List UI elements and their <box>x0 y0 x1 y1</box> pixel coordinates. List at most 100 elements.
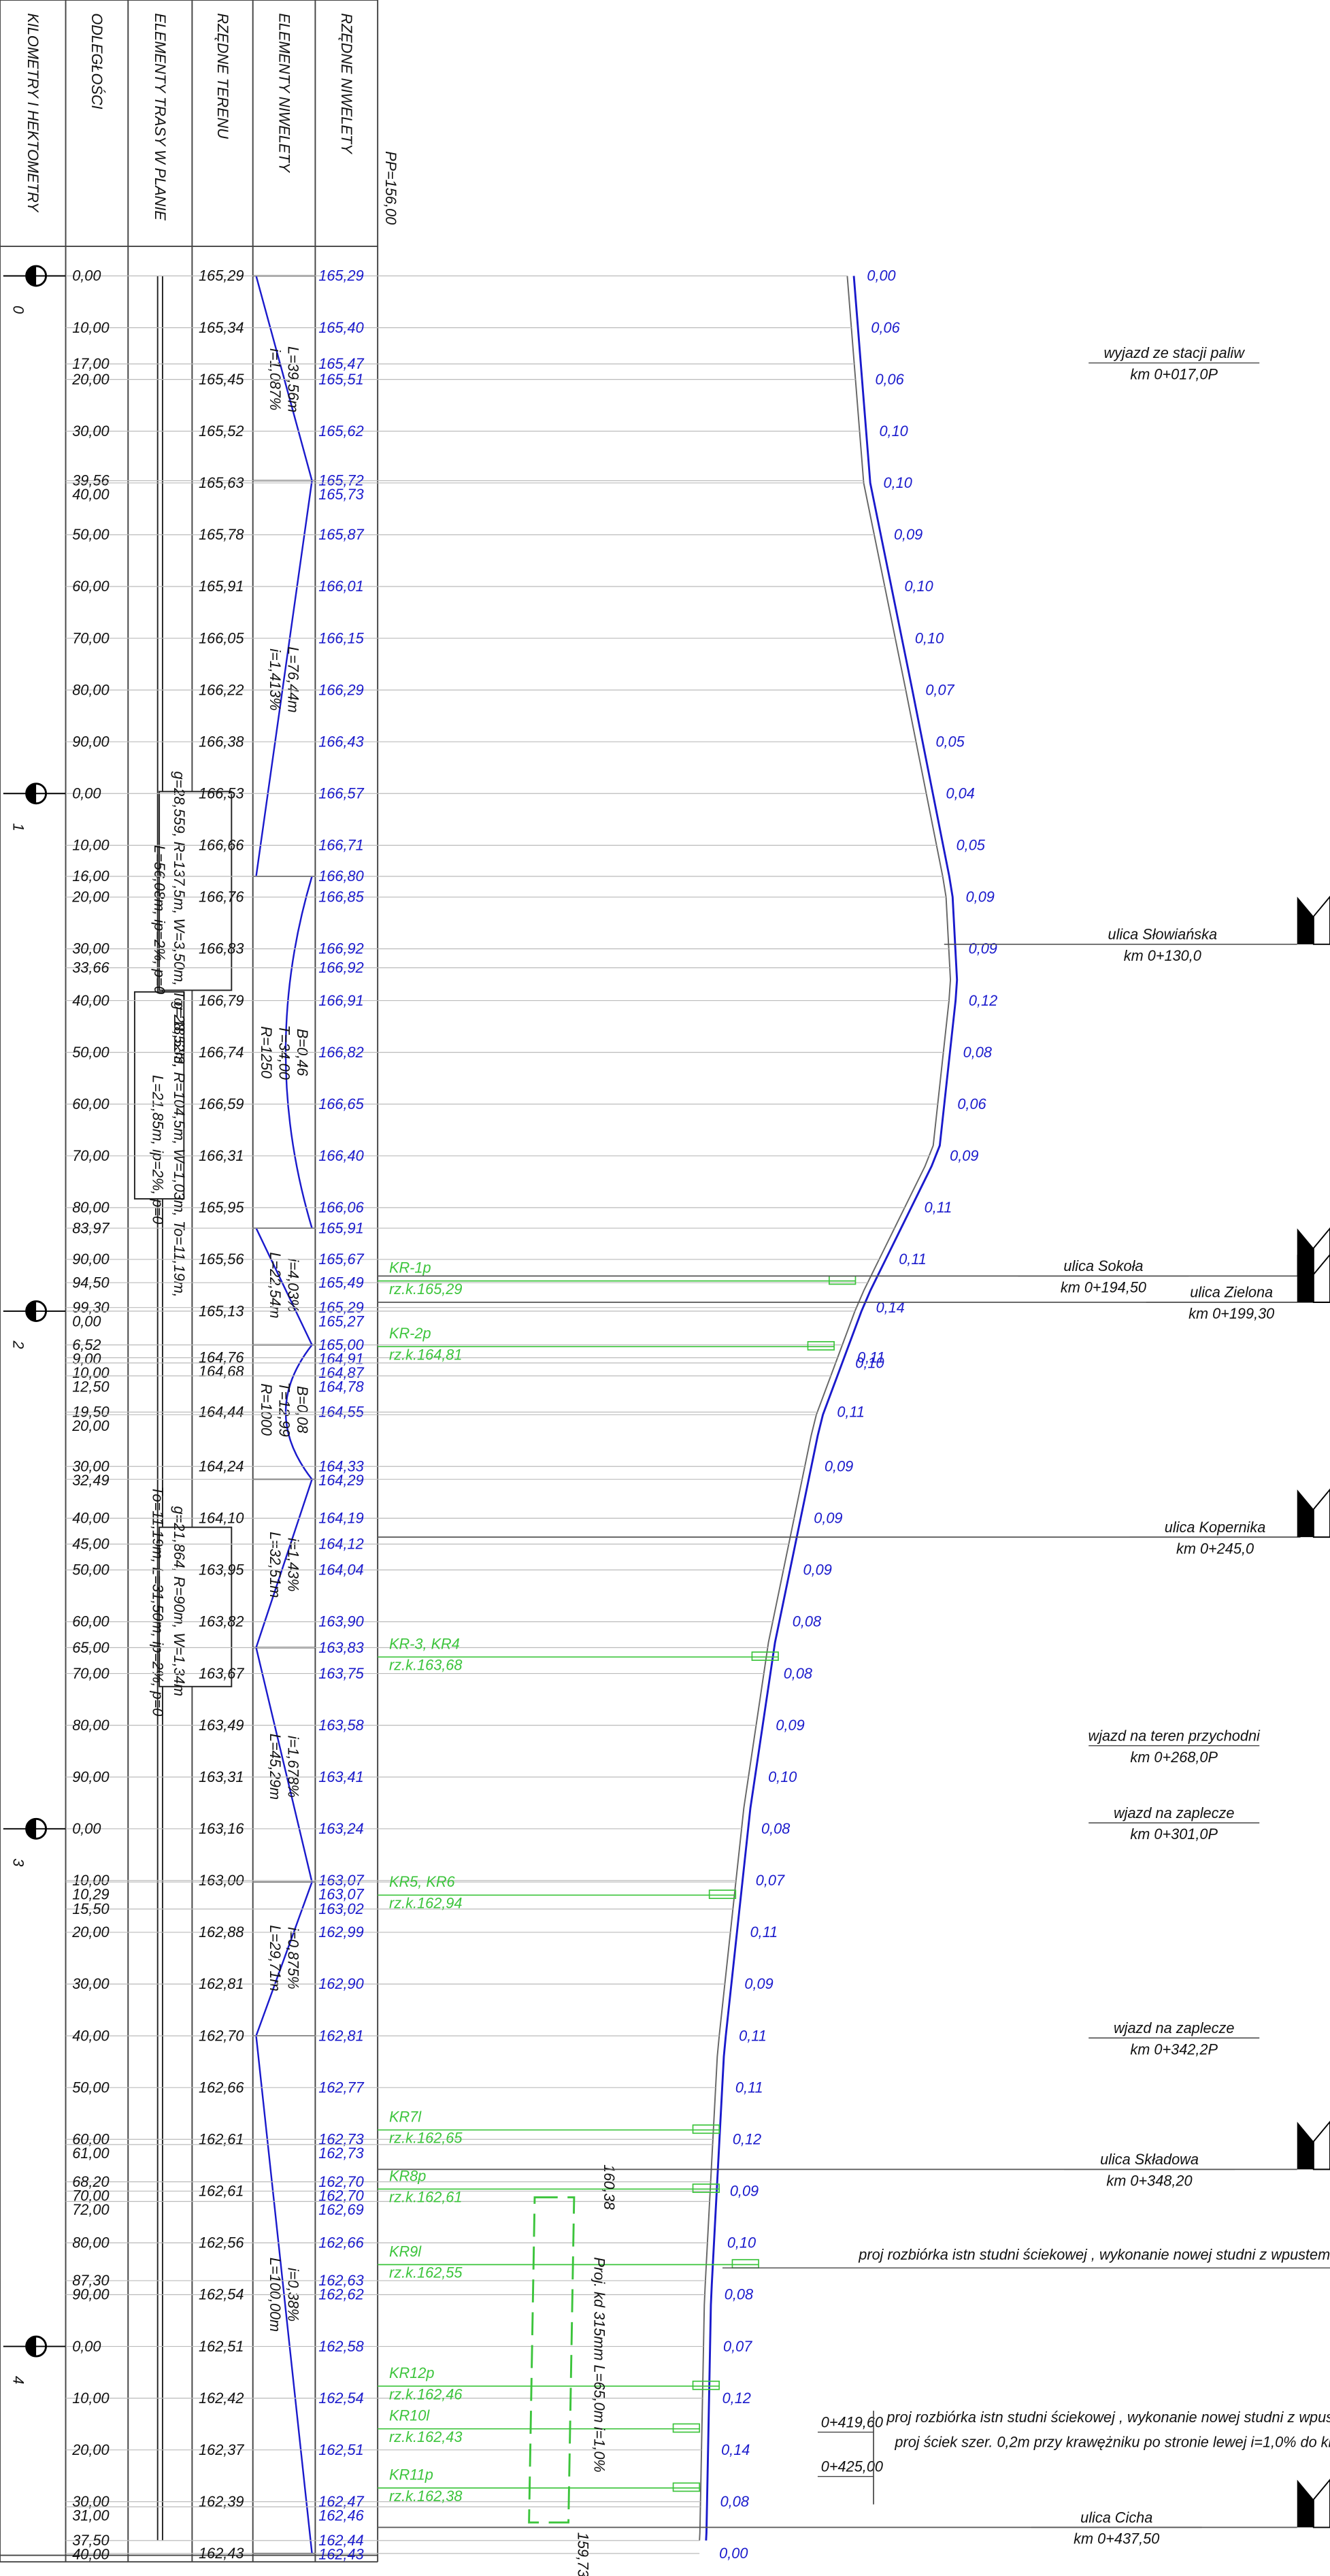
terrain-level: 166,31 <box>199 1147 244 1164</box>
distance: 50,00 <box>72 526 109 543</box>
crossing-km: km 0+194,50 <box>1061 1279 1146 1296</box>
grade-level: 163,90 <box>318 1613 363 1630</box>
grade-level: 162,62 <box>318 2286 363 2303</box>
grade-level: 166,57 <box>318 785 364 802</box>
distance: 45,00 <box>72 1536 109 1553</box>
terrain-level: 166,83 <box>199 940 244 957</box>
terrain-level: 163,49 <box>199 1717 244 1734</box>
distance: 20,00 <box>71 1417 109 1434</box>
terrain-level: 162,88 <box>199 1923 244 1941</box>
distance: 90,00 <box>72 733 109 750</box>
inlet-level: rz.k.164,81 <box>389 1346 462 1363</box>
terrain-level: 162,56 <box>199 2234 244 2251</box>
grade-level: 164,04 <box>318 1562 363 1579</box>
crossing-name: ulica Cicha <box>1080 2509 1152 2526</box>
inlet-level: rz.k.162,46 <box>389 2385 463 2402</box>
grade-element: L=29,71m <box>267 1925 284 1991</box>
distance: 20,00 <box>71 1923 109 1941</box>
distance: 30,00 <box>72 940 109 957</box>
terrain-level: 165,63 <box>199 474 244 491</box>
plan-element: g=21,864, R=90m, W=1,34m <box>171 1506 188 1697</box>
level-difference: 0,08 <box>963 1044 992 1061</box>
terrain-level: 166,76 <box>199 889 244 906</box>
terrain-level: 162,81 <box>199 1975 244 1992</box>
hectometer: 1 <box>10 823 27 831</box>
level-difference: 0,11 <box>735 2079 763 2096</box>
hectometer: 3 <box>10 1858 27 1866</box>
grade-element: i=1,678% <box>285 1736 302 1798</box>
terrain-level: 162,61 <box>199 2130 244 2147</box>
grade-level: 165,51 <box>318 371 363 388</box>
distance: 80,00 <box>72 1717 109 1734</box>
level-difference: 0,09 <box>825 1458 853 1475</box>
inlet-level: rz.k.165,29 <box>389 1281 462 1298</box>
distance: 40,00 <box>72 486 109 503</box>
level-difference: 0,08 <box>784 1665 812 1682</box>
inlet-level: rz.k.162,38 <box>389 2488 462 2505</box>
level-difference: 0,10 <box>727 2234 756 2251</box>
distance: 0,00 <box>72 2338 101 2355</box>
crossing-name: ulica Słowiańska <box>1108 926 1218 943</box>
distance: 0,00 <box>72 1820 101 1837</box>
terrain-level: 166,66 <box>199 837 244 854</box>
distance: 40,00 <box>72 2027 109 2044</box>
level-difference: 0,12 <box>722 2390 751 2407</box>
distance: 80,00 <box>72 1199 109 1216</box>
terrain-level: 166,74 <box>199 1044 244 1061</box>
level-difference: 0,10 <box>884 474 912 491</box>
inlet-level: rz.k.162,61 <box>389 2189 462 2206</box>
crossing-km: km 0+017,0P <box>1130 366 1218 383</box>
terrain-level: 162,42 <box>199 2390 244 2407</box>
grade-element: L=76,44m <box>285 646 302 712</box>
crossing-km: km 0+437,50 <box>1074 2530 1159 2547</box>
grade-level: 162,51 <box>318 2441 363 2458</box>
grade-level: 165,40 <box>318 319 363 336</box>
plan-element: g=18,533, R=104,5m, W=1,03m, To=11,19m, <box>171 1002 188 1298</box>
terrain-level: 165,95 <box>199 1199 244 1216</box>
distance: 80,00 <box>72 2234 109 2251</box>
terrain-level: 163,16 <box>199 1820 244 1837</box>
grade-level: 166,92 <box>318 940 363 957</box>
crossing-name: wyjazd ze stacji paliw <box>1104 344 1246 361</box>
grade-level: 163,41 <box>318 1768 363 1785</box>
note: proj rozbiórka istn studni ściekowej , w… <box>886 2409 1330 2426</box>
terrain-level: 163,82 <box>199 1613 244 1630</box>
terrain-level: 166,53 <box>199 785 244 802</box>
column-header: ELEMENTY TRASY W PLANIE <box>152 13 169 220</box>
inlet-name: KR-3, KR4 <box>389 1635 460 1652</box>
grade-level: 162,46 <box>318 2507 364 2524</box>
level-difference: 0,09 <box>776 1717 804 1734</box>
level-difference: 0,14 <box>876 1299 905 1316</box>
level-difference: 0,09 <box>803 1562 832 1579</box>
distance: 16,00 <box>72 868 109 885</box>
terrain-level: 163,31 <box>199 1768 244 1785</box>
grade-level: 166,06 <box>318 1199 364 1216</box>
inlet-name: KR9l <box>389 2243 422 2260</box>
distance: 0,00 <box>72 1312 101 1330</box>
inlet-level: rz.k.162,43 <box>389 2428 462 2445</box>
terrain-level: 162,37 <box>199 2441 244 2458</box>
terrain-level: 165,45 <box>199 371 244 388</box>
grade-level: 163,24 <box>318 1820 363 1837</box>
hectometer: 0 <box>10 306 27 314</box>
inlet-level: rz.k.162,65 <box>389 2130 463 2147</box>
level-difference: 0,10 <box>855 1354 884 1371</box>
grade-level: 164,78 <box>318 1378 363 1395</box>
inlet-name: KR11p <box>389 2466 433 2483</box>
terrain-level: 164,44 <box>199 1404 244 1421</box>
grade-element: i=1,413% <box>267 648 284 710</box>
distance: 50,00 <box>72 1044 109 1061</box>
grade-level: 163,58 <box>318 1717 363 1734</box>
level-difference: 0,09 <box>744 1975 773 1992</box>
level-difference: 0,09 <box>894 526 922 543</box>
distance: 20,00 <box>71 889 109 906</box>
grade-element: L=45,29m <box>267 1734 284 1800</box>
distance: 90,00 <box>72 1251 109 1268</box>
grade-level: 166,15 <box>318 629 364 646</box>
terrain-level: 165,13 <box>199 1302 244 1319</box>
level-difference: 0,10 <box>879 423 908 440</box>
level-difference: 0,11 <box>739 2027 767 2044</box>
terrain-level: 162,39 <box>199 2493 244 2510</box>
grade-level: 166,71 <box>318 837 363 854</box>
note: proj rozbiórka istn studni ściekowej , w… <box>858 2246 1330 2263</box>
